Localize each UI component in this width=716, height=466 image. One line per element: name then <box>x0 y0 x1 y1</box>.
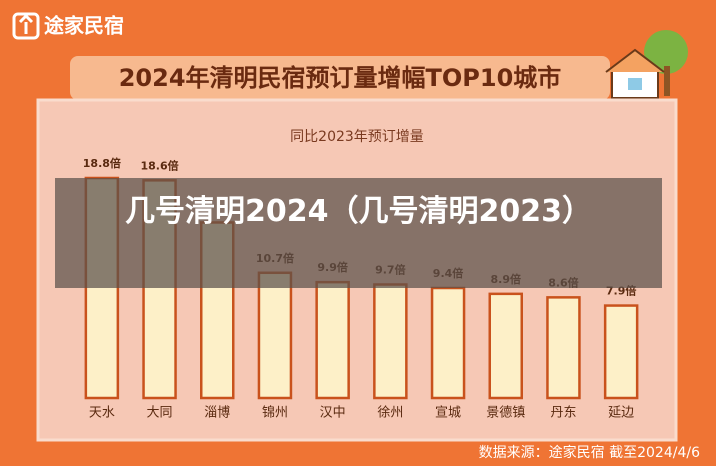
logo-text: 途家民宿 <box>44 14 124 38</box>
bar <box>603 304 639 400</box>
x-tick-label: 大同 <box>147 406 173 421</box>
x-tick-label: 宣城 <box>435 405 461 421</box>
bar <box>373 283 408 400</box>
bar <box>257 271 293 400</box>
value-label: 18.6倍 <box>140 158 178 172</box>
x-tick-label: 景德镇 <box>486 406 525 421</box>
bar <box>488 292 523 400</box>
bar <box>546 296 581 400</box>
source-note: 数据来源：途家民宿 截至2024/4/6 <box>479 444 700 461</box>
x-tick-label: 锦州 <box>262 406 288 421</box>
x-tick-label: 徐州 <box>377 406 403 421</box>
x-tick-label: 淄博 <box>204 406 230 421</box>
chart-subtitle: 同比2023年预订增量 <box>290 129 424 145</box>
logo-icon <box>12 12 40 40</box>
value-label: 18.8倍 <box>83 156 121 170</box>
chart-title: 2024年清明民宿预订量增幅TOP10城市 <box>119 64 562 92</box>
x-tick-label: 延边 <box>608 406 634 421</box>
house-icon <box>605 30 688 99</box>
x-tick-label: 天水 <box>89 406 115 421</box>
x-tick-label: 丹东 <box>550 406 576 421</box>
overlay-banner: 几号清明2024（几号清明2023） <box>55 178 662 288</box>
bar <box>430 286 466 400</box>
title-banner <box>70 56 610 100</box>
x-tick-label: 汉中 <box>320 406 346 421</box>
bar <box>315 280 350 400</box>
